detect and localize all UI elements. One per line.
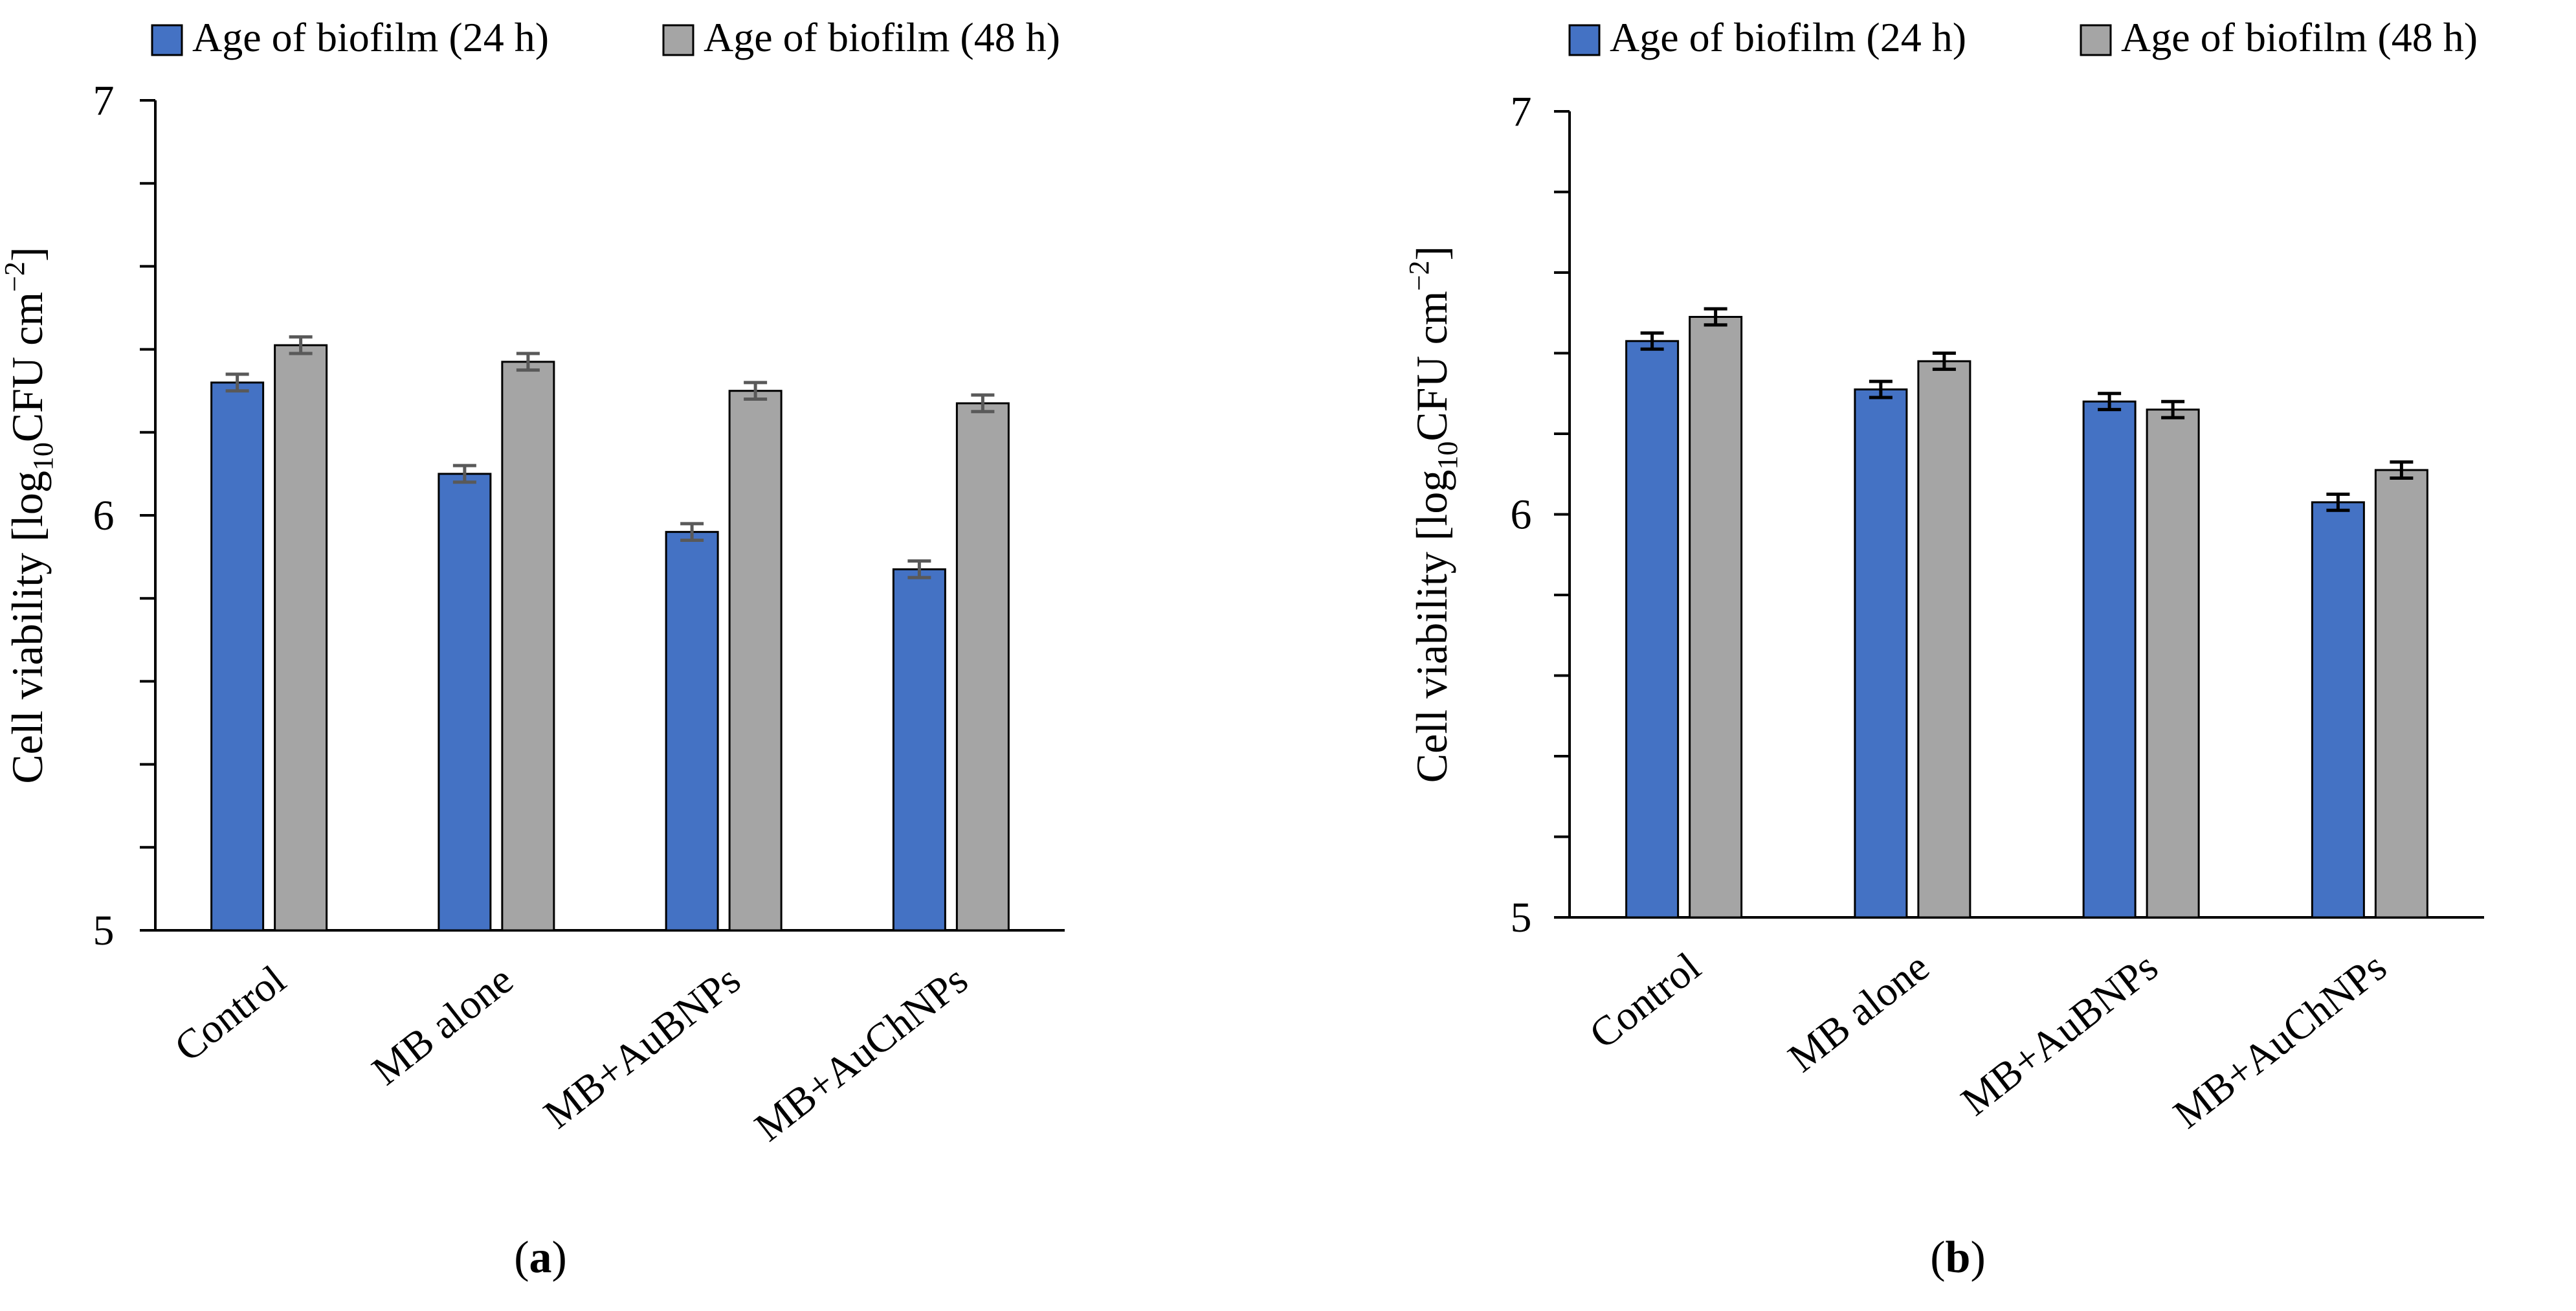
y-axis-label-close: ]	[1407, 246, 1456, 261]
y-axis-label-main: Cell viability [log	[1407, 470, 1456, 783]
legend-swatch-48h	[662, 24, 694, 56]
bar-48h-1	[501, 361, 555, 932]
y-axis-label: Cell viability [log10CFU cm−2]	[1403, 246, 1463, 783]
panel-label: (b)	[1930, 1233, 1986, 1283]
chart-panel-b: Age of biofilm (24 h) Age of biofilm (48 …	[1403, 14, 2484, 1283]
bar-48h-1	[1917, 360, 1971, 919]
bar-48h-2	[728, 390, 783, 932]
x-tick-label: MB+AuBNPs	[1953, 943, 2166, 1125]
x-tick-label: MB+AuChNPs	[2165, 943, 2395, 1137]
bar-48h-0	[274, 344, 328, 932]
y-axis-label-sub: 10	[27, 442, 59, 471]
bar-24h-1	[438, 473, 492, 932]
legend-label-24h: Age of biofilm (24 h)	[1610, 14, 1966, 60]
y-tick-label: 7	[93, 77, 115, 124]
x-tick-label: MB+AuChNPs	[746, 956, 976, 1150]
chart-panel-a: Age of biofilm (24 h) Age of biofilm (48 …	[0, 14, 1065, 1283]
panel-letter: b	[1946, 1233, 1971, 1283]
panel-paren-open: (	[1930, 1233, 1945, 1283]
panel-paren-close: )	[552, 1233, 567, 1283]
bar-48h-3	[2374, 469, 2428, 919]
y-tick-label: 6	[93, 492, 115, 539]
panel-letter: a	[529, 1233, 552, 1283]
y-axis-label-main: Cell viability [log	[3, 471, 52, 784]
legend-swatch-24h	[151, 24, 183, 56]
legend-label-48h: Age of biofilm (48 h)	[2121, 14, 2478, 60]
y-tick-label: 7	[1511, 88, 1532, 135]
legend-swatch-24h	[1568, 24, 1601, 56]
bar-24h-2	[2082, 400, 2137, 919]
bar-24h-3	[892, 568, 946, 932]
panel-label: (a)	[514, 1233, 567, 1283]
bar-48h-0	[1689, 315, 1743, 919]
panel-paren-open: (	[514, 1233, 529, 1283]
bar-48h-3	[955, 402, 1010, 932]
x-tick-label: MB+AuBNPs	[535, 956, 749, 1137]
legend-swatch-48h	[2080, 24, 2112, 56]
x-tick-label: MB alone	[1779, 943, 1937, 1081]
y-axis-label-rest: CFU cm	[1407, 291, 1456, 441]
bar-24h-2	[665, 531, 719, 932]
y-axis-label-sub: 10	[1432, 442, 1463, 470]
legend-label-48h: Age of biofilm (48 h)	[704, 14, 1060, 60]
bar-24h-3	[2311, 501, 2365, 919]
legend-label-24h: Age of biofilm (24 h)	[192, 14, 549, 60]
x-tick-label: Control	[1581, 943, 1709, 1057]
bar-48h-2	[2146, 409, 2200, 919]
y-tick-label: 5	[93, 907, 115, 954]
panel-paren-close: )	[1970, 1233, 1985, 1283]
y-tick-label: 6	[1511, 491, 1532, 539]
y-axis-label-rest: CFU cm	[3, 292, 52, 442]
y-axis-label-sup: −2	[0, 262, 30, 292]
bar-24h-0	[210, 381, 265, 932]
bar-24h-0	[1625, 340, 1680, 919]
y-axis-label: Cell viability [log10CFU cm−2]	[0, 247, 59, 783]
y-tick-label: 5	[1511, 894, 1532, 941]
y-axis-label-close: ]	[3, 247, 52, 262]
bar-24h-1	[1854, 388, 1908, 919]
y-axis-label-sup: −2	[1403, 260, 1435, 291]
x-tick-label: Control	[166, 956, 294, 1070]
x-tick-label: MB alone	[363, 956, 521, 1093]
